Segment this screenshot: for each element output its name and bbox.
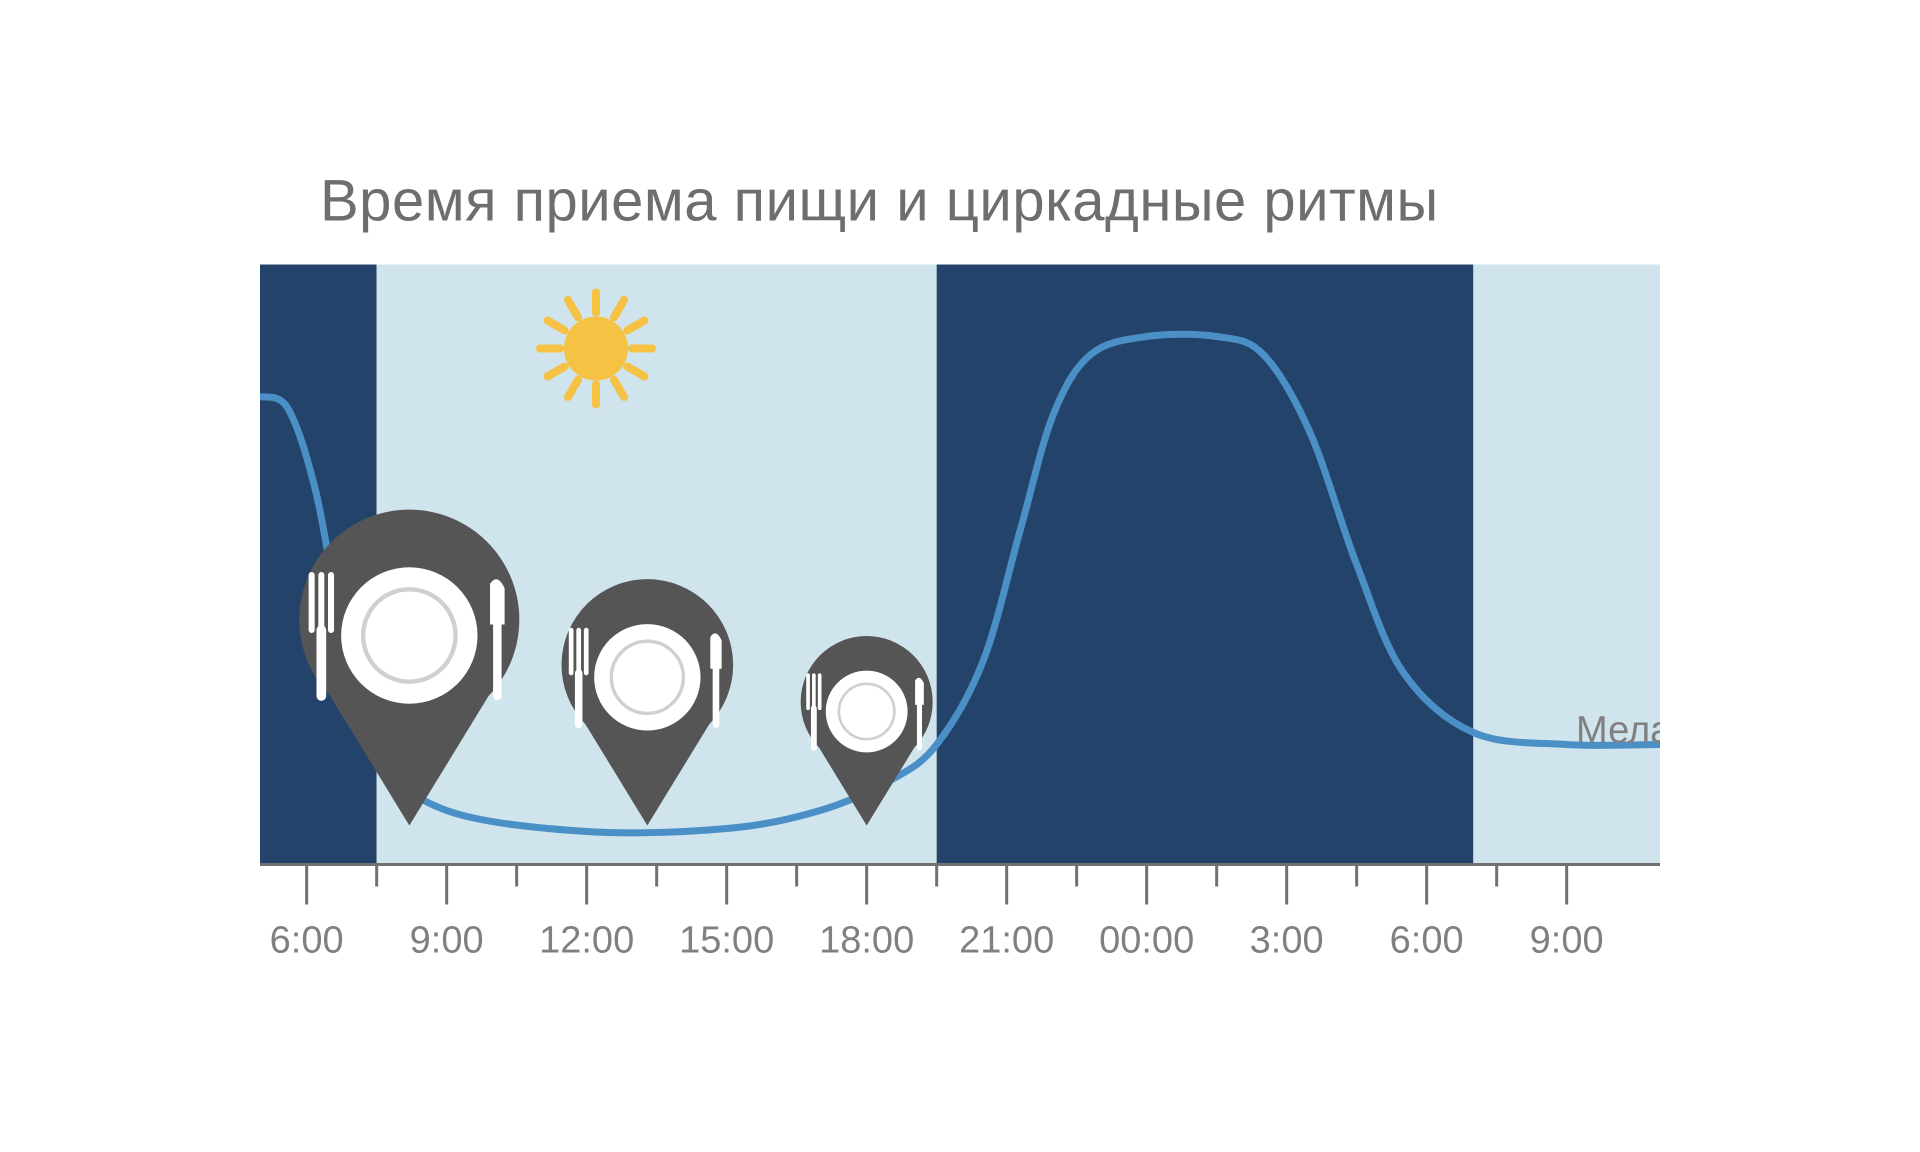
- x-tick-label: 00:00: [1099, 920, 1194, 962]
- chart-svg: Мелатонин 6:00 9:00 12:00 15:00 18:00 21:00 00:…: [260, 265, 1660, 985]
- x-tick-label: 6:00: [1390, 920, 1464, 962]
- melatonin-label: Мелатонин: [1576, 710, 1660, 752]
- day-night-band: [1473, 265, 1660, 865]
- chart-title: Время приема пищи и циркадные ритмы: [320, 168, 1660, 235]
- circadian-chart: Мелатонин 6:00 9:00 12:00 15:00 18:00 21:00 00:…: [260, 265, 1660, 985]
- x-tick-label: 12:00: [539, 920, 634, 962]
- day-night-band: [937, 265, 1474, 865]
- x-tick-label: 18:00: [819, 920, 914, 962]
- x-tick-label: 9:00: [410, 920, 484, 962]
- x-tick-label: 15:00: [679, 920, 774, 962]
- x-tick-label: 9:00: [1530, 920, 1604, 962]
- x-tick-label: 21:00: [959, 920, 1054, 962]
- x-tick-label: 3:00: [1250, 920, 1324, 962]
- x-tick-label: 6:00: [270, 920, 344, 962]
